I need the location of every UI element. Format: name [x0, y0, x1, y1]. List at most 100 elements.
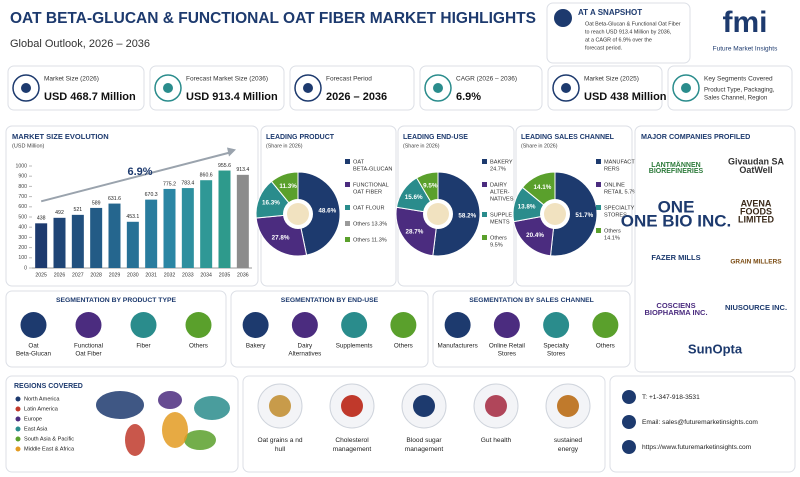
snapshot-text: at a CAGR of 6.9% over the	[585, 37, 652, 43]
kpi-card	[149, 65, 285, 111]
map-region	[162, 412, 188, 448]
benefit-icon-core	[341, 395, 363, 417]
kpi-card	[547, 65, 663, 111]
logo-mark: fmi	[723, 6, 768, 39]
chart-subtitle: (Share in 2026)	[266, 143, 303, 149]
y-tick-label: 400	[18, 225, 27, 231]
value-label: 492	[55, 210, 64, 216]
segment-label: Bakery	[246, 343, 266, 350]
x-tick-label: 2026	[54, 272, 66, 278]
pie-icon	[287, 203, 309, 225]
y-tick-label: 600	[18, 204, 27, 210]
region-dot	[15, 406, 21, 412]
legend-label: ONLINE	[604, 182, 625, 188]
segment-label: Stores	[498, 351, 516, 358]
kpi-card	[7, 65, 145, 111]
segment-label: Specialty	[543, 343, 569, 350]
region-dot	[15, 436, 21, 442]
chart-title: LEADING SALES CHANNEL	[521, 134, 615, 141]
trend-arrow	[40, 151, 231, 203]
benefit-label: management	[405, 446, 444, 453]
benefit-label: management	[333, 446, 372, 453]
benefit-label: Oat grains a nd	[257, 437, 302, 444]
snapshot-box	[546, 2, 691, 64]
slice-label: 13.8%	[518, 203, 536, 210]
value-label: 438	[37, 216, 46, 222]
segment-label: Others	[596, 343, 615, 350]
legend-label: Others	[490, 235, 507, 241]
region-label: Middle East & Africa	[24, 446, 75, 452]
bar	[181, 188, 194, 268]
x-tick-label: 2035	[219, 272, 231, 278]
company-name: AVENA	[741, 198, 772, 208]
benefit-label: Gut health	[481, 437, 512, 444]
kpi-label: Forecast Market Size (2036)	[186, 76, 268, 83]
bar	[163, 188, 176, 268]
snapshot-title: AT A SNAPSHOT	[578, 8, 642, 17]
map-region	[125, 424, 145, 456]
value-label: 775.2	[163, 181, 176, 187]
map-region	[96, 391, 144, 419]
pie-icon	[427, 203, 449, 225]
slice-label: 58.2%	[458, 212, 476, 219]
company-name: BIOPHARMA INC.	[644, 308, 707, 317]
benefit-icon-core	[557, 395, 579, 417]
y-tick-label: 500	[18, 214, 27, 220]
region-label: South Asia & Pacific	[24, 436, 74, 442]
kpi-icon-core	[433, 83, 443, 93]
legend-swatch	[596, 205, 601, 210]
legend-swatch	[345, 237, 350, 242]
segment-panel	[230, 290, 429, 368]
legend-label: RERS	[604, 166, 620, 172]
chart-title: MARKET SIZE EVOLUTION	[12, 132, 109, 141]
kpi-icon-core	[21, 83, 31, 93]
bar	[236, 174, 249, 268]
benefit-label: hull	[275, 446, 286, 453]
legend-swatch	[482, 182, 487, 187]
kpi-icon-core	[681, 83, 691, 93]
bar	[108, 203, 121, 268]
legend-label: STORES	[604, 212, 627, 218]
segment-label: Fiber	[136, 343, 150, 350]
legend-label: 24.7%	[490, 166, 506, 172]
y-tick-label: 900	[18, 174, 27, 180]
subtitle: Global Outlook, 2026 – 2036	[10, 38, 150, 50]
contact-icon	[622, 440, 636, 454]
segment-label: Supplements	[336, 343, 373, 350]
legend-label: Others 11.3%	[353, 237, 387, 243]
section-title: SEGMENTATION BY END-USE	[281, 297, 379, 304]
benefit-icon-core	[269, 395, 291, 417]
benefit-label: Cholesterol	[335, 437, 369, 444]
kpi-value: USD 913.4 Million	[186, 91, 278, 103]
value-label: 783.4	[181, 180, 194, 186]
y-tick-label: 700	[18, 194, 27, 200]
legend-label: MENTS	[490, 219, 510, 225]
slice-label: 16.3%	[262, 199, 280, 206]
x-tick-label: 2033	[182, 272, 194, 278]
chart-subtitle: (Share in 2026)	[521, 143, 558, 149]
legend-label: SUPPLE-	[490, 212, 514, 218]
value-label: 860.6	[200, 173, 213, 179]
section-title: SEGMENTATION BY PRODUCT TYPE	[56, 297, 177, 304]
value-label: 955.6	[218, 163, 231, 169]
slice-label: 9.5%	[423, 182, 438, 189]
contact-text: Email: sales@futuremarketinsights.com	[642, 419, 758, 426]
map-region	[194, 396, 230, 420]
segment-label: Oat	[28, 343, 38, 350]
trend-arrowhead	[227, 147, 236, 157]
company-name: LANTMÄNNEN	[651, 161, 700, 169]
x-tick-label: 2025	[35, 272, 47, 278]
benefit-label: energy	[558, 446, 579, 453]
segment-label: Functional	[74, 343, 103, 350]
kpi-card	[419, 65, 543, 111]
segment-icon	[291, 312, 318, 338]
map-region	[158, 391, 182, 409]
slice-label: 27.8%	[272, 234, 290, 241]
legend-swatch	[482, 235, 487, 240]
company-name: ONE BIO INC.	[621, 211, 732, 230]
company-name: OatWell	[739, 165, 772, 175]
legend-label: RETAIL 5.7%	[604, 189, 637, 195]
segment-icon	[130, 312, 157, 338]
company-name: ONE	[658, 197, 695, 216]
value-label: 913.4	[236, 167, 249, 173]
